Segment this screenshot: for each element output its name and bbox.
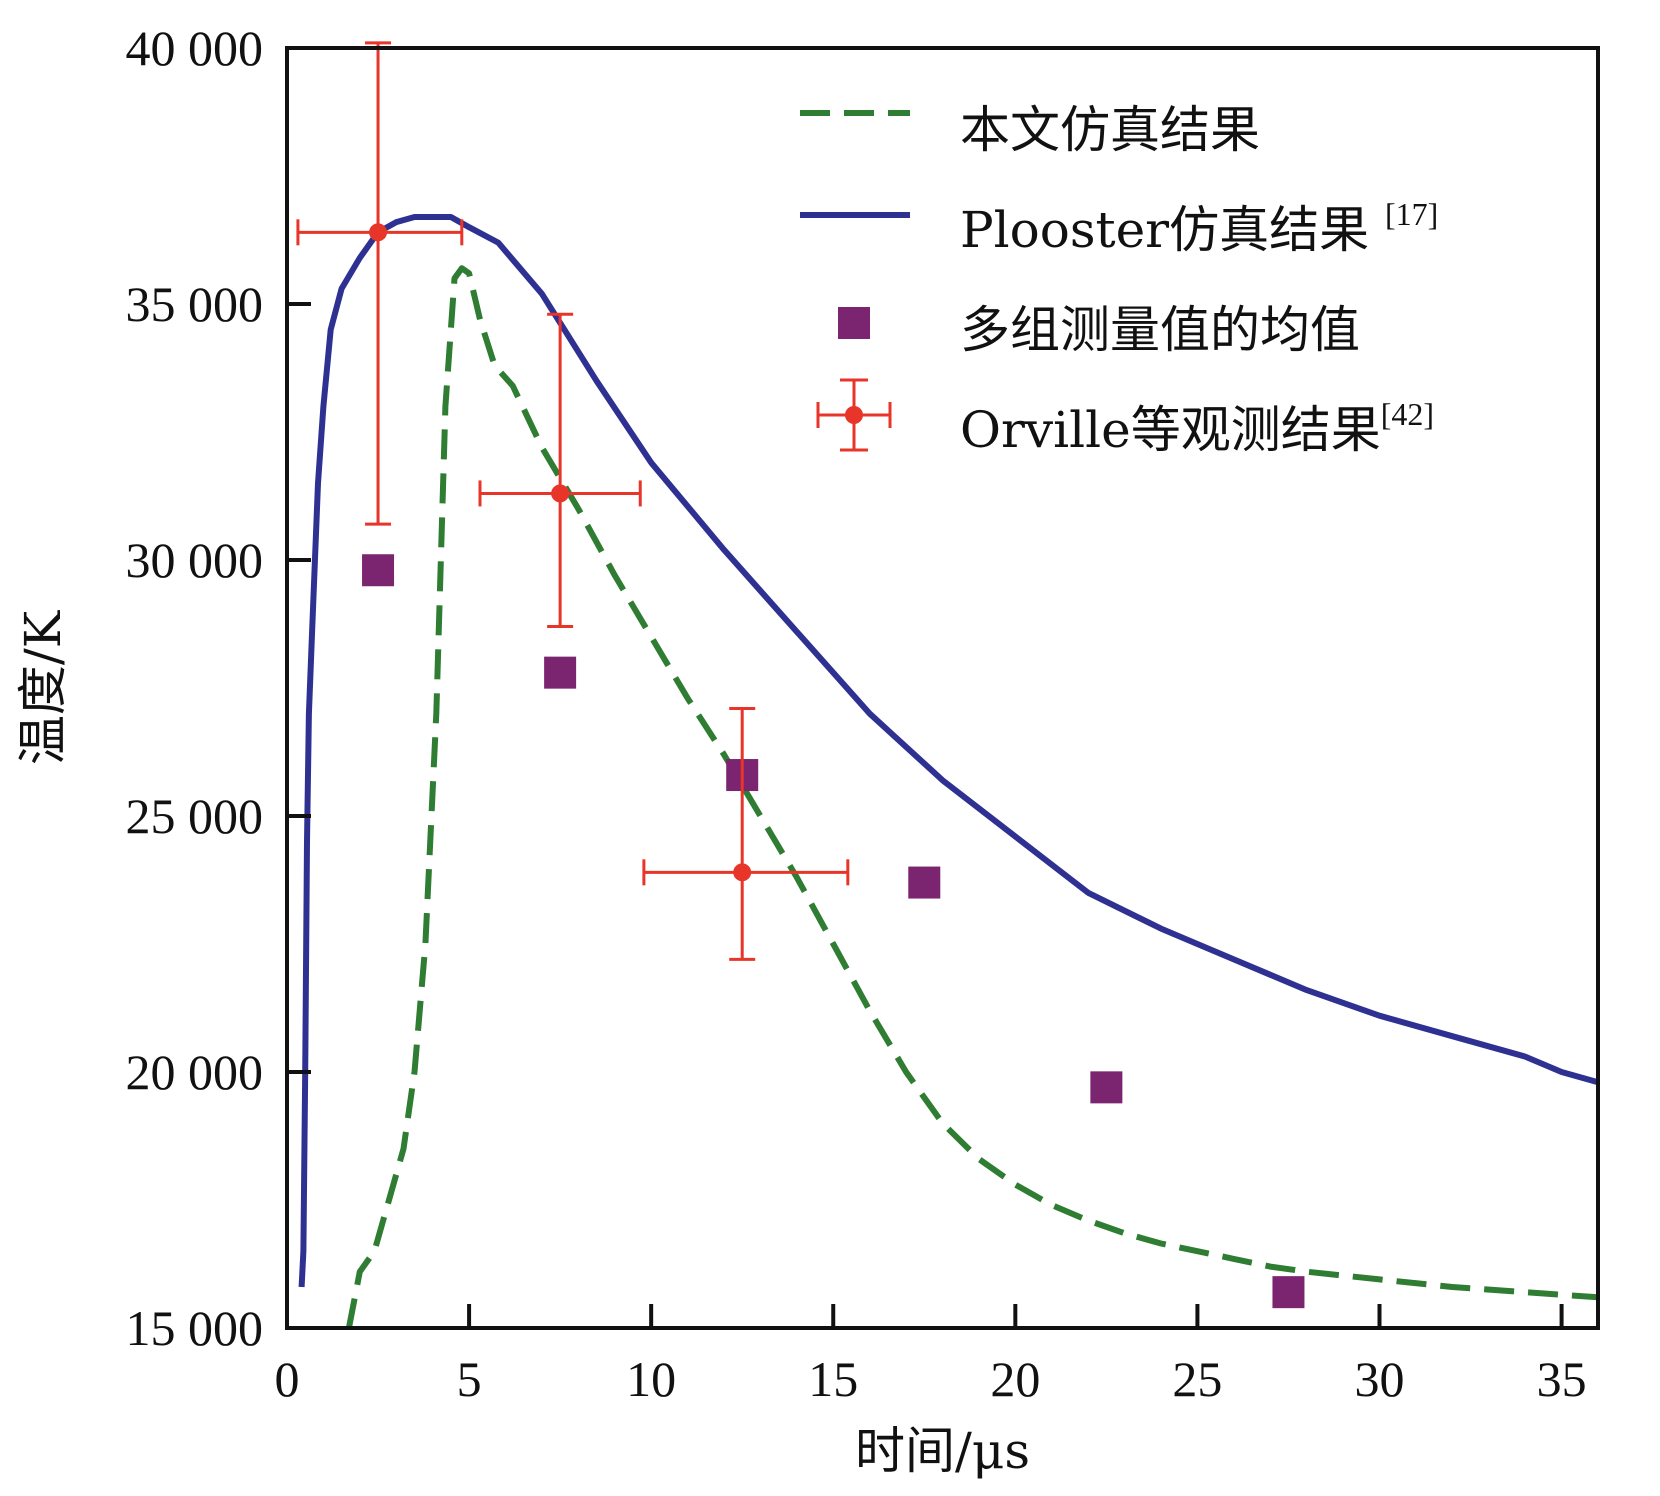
legend-ref-plooster: [17] (1385, 196, 1438, 232)
legend-item-orville: Orville等观测结果[42] (816, 378, 1434, 459)
orville-observation-point (733, 863, 752, 882)
legend-swatch-square (838, 307, 870, 339)
mean-value-marker (1090, 1071, 1123, 1104)
legend-label-mean: 多组测量值的均值 (960, 301, 1360, 359)
mean-value-marker (544, 656, 577, 689)
legend-label-simulation: 本文仿真结果 (960, 101, 1260, 159)
legend-label-plooster: Plooster仿真结果 [17] (960, 196, 1438, 259)
orville-errorbar (642, 706, 850, 961)
mean-value-marker (1272, 1276, 1305, 1309)
orville-errorbar (478, 312, 642, 629)
legend-item-simulation: 本文仿真结果 (800, 101, 1260, 159)
y-tick-label: 30 000 (126, 532, 264, 588)
x-tick-label: 5 (457, 1351, 482, 1407)
y-tick-label: 35 000 (126, 276, 264, 332)
y-tick-label: 20 000 (126, 1044, 264, 1100)
y-axis-label: 温度/K (14, 609, 72, 765)
x-tick-label: 30 (1355, 1351, 1405, 1407)
orville-observation-point (369, 223, 388, 242)
orville-errorbar (296, 41, 464, 526)
plot-area (296, 41, 1598, 1328)
mean-value-marker (908, 866, 941, 899)
legend-ref-orville: [42] (1381, 396, 1434, 432)
x-tick-label: 25 (1172, 1351, 1222, 1407)
legend-label-orville: Orville等观测结果[42] (960, 396, 1434, 459)
y-tick-label: 25 000 (126, 788, 264, 844)
x-tick-label: 15 (808, 1351, 858, 1407)
x-tick-label: 10 (626, 1351, 676, 1407)
x-tick-label: 0 (275, 1351, 300, 1407)
y-tick-label: 40 000 (126, 20, 264, 76)
legend: 本文仿真结果 Plooster仿真结果 [17] 多组测量值的均值 Orvill… (800, 101, 1438, 459)
x-tick-label: 35 (1537, 1351, 1587, 1407)
legend-swatch-dot (845, 406, 863, 424)
legend-item-mean: 多组测量值的均值 (838, 301, 1360, 359)
mean-value-marker (362, 554, 395, 587)
x-tick-label: 20 (990, 1351, 1040, 1407)
simulation-series-line (345, 265, 1598, 1328)
legend-item-plooster: Plooster仿真结果 [17] (800, 196, 1438, 259)
axis-ticks: 0 5 10 15 20 25 30 35 15 000 20 000 25 000 30 000 35… (126, 20, 1587, 1407)
plot-frame (285, 46, 1600, 1330)
y-tick-label: 15 000 (126, 1300, 264, 1356)
orville-observation-point (551, 484, 570, 503)
x-axis-label: 时间/μs (855, 1422, 1030, 1480)
plooster-series-line (298, 214, 1598, 1288)
